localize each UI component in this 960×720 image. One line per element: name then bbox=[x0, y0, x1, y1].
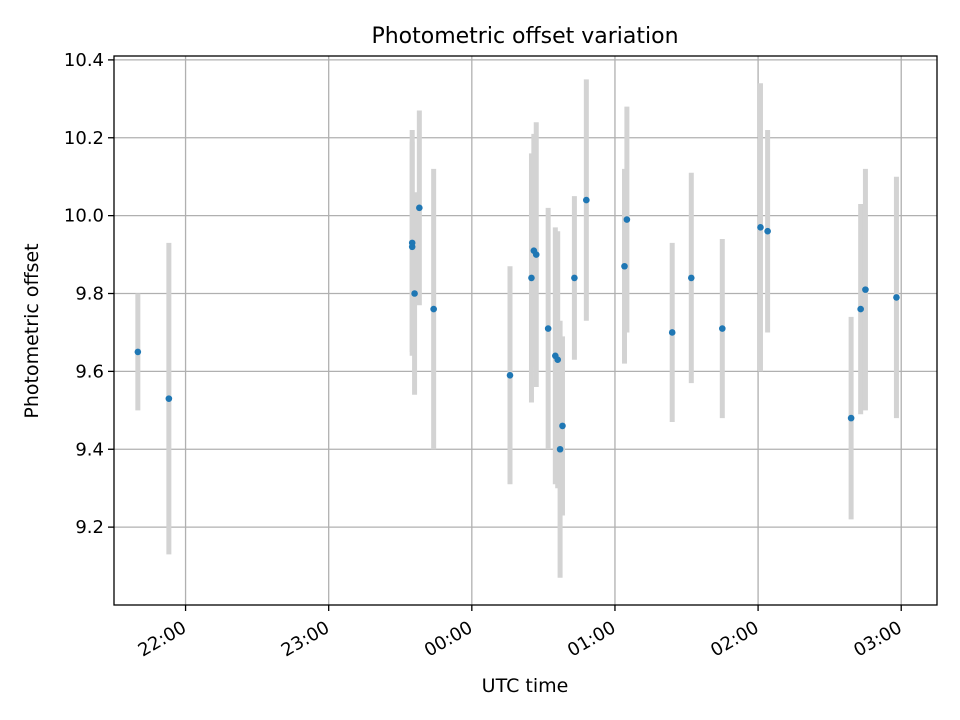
y-tick-label: 10.4 bbox=[64, 50, 104, 71]
y-tick-label: 9.8 bbox=[75, 284, 104, 305]
data-point bbox=[532, 251, 540, 258]
data-point bbox=[134, 348, 142, 356]
chart-title: Photometric offset variation bbox=[371, 24, 678, 49]
x-tick-label: 02:00 bbox=[707, 617, 762, 661]
data-point bbox=[430, 305, 437, 313]
data-point bbox=[165, 395, 173, 402]
data-point bbox=[408, 239, 416, 247]
data-point bbox=[556, 445, 564, 453]
grid-lines bbox=[114, 56, 937, 605]
data-point bbox=[847, 414, 855, 422]
data-point bbox=[506, 371, 514, 379]
data-point bbox=[623, 216, 631, 223]
data-point bbox=[687, 274, 695, 282]
data-point bbox=[554, 356, 562, 364]
data-point bbox=[621, 262, 628, 270]
data-point bbox=[862, 286, 869, 293]
y-tick-label: 9.4 bbox=[75, 439, 104, 460]
x-tick-label: 00:00 bbox=[421, 617, 476, 661]
data-point bbox=[668, 329, 676, 336]
y-tick-label: 10.0 bbox=[64, 206, 104, 227]
data-point bbox=[857, 305, 864, 313]
x-axis-ticks: 22:00 23:00 00:00 01:00 02:00 03:00 bbox=[135, 605, 906, 661]
data-point bbox=[559, 422, 566, 430]
data-point bbox=[544, 325, 552, 332]
x-tick-label: 23:00 bbox=[278, 617, 333, 661]
x-axis-label: UTC time bbox=[482, 675, 569, 697]
y-axis-ticks: 9.2 9.4 9.6 9.8 10.0 10.2 10.4 bbox=[64, 50, 114, 538]
x-tick-label: 03:00 bbox=[850, 617, 905, 661]
x-tick-label: 22:00 bbox=[135, 617, 190, 661]
data-point bbox=[411, 290, 418, 297]
plot-frame bbox=[113, 55, 938, 606]
data-points bbox=[134, 196, 900, 453]
error-bars bbox=[135, 79, 899, 578]
data-point bbox=[583, 196, 590, 204]
y-tick-label: 10.2 bbox=[64, 128, 104, 149]
data-point bbox=[764, 227, 771, 235]
data-point bbox=[416, 204, 423, 212]
data-point bbox=[893, 294, 900, 301]
y-axis-label: Photometric offset bbox=[21, 243, 43, 418]
y-tick-label: 9.6 bbox=[75, 361, 104, 382]
data-point bbox=[719, 325, 726, 332]
data-point bbox=[528, 274, 535, 282]
data-point bbox=[757, 224, 764, 231]
data-point bbox=[571, 274, 578, 282]
y-tick-label: 9.2 bbox=[75, 517, 104, 538]
x-tick-label: 01:00 bbox=[564, 617, 619, 661]
